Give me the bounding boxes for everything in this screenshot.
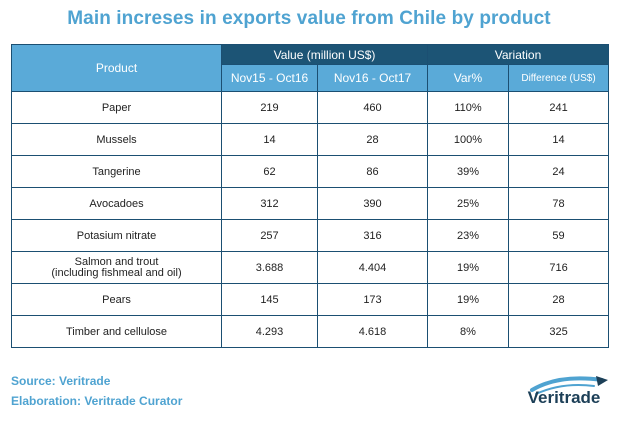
chart-title: Main increses in exports value from Chil… [67, 8, 551, 29]
difference-cell: 24 [507, 155, 610, 188]
exports-table: Product Value (million US$) Variation No… [11, 44, 610, 348]
table-body: Paper 219 460 110% 241 Mussels 14 28 100% 14 Tange… [11, 91, 610, 348]
var-pct-cell: 19% [427, 283, 509, 316]
var-pct-cell: 100% [427, 123, 509, 156]
value-2016-cell: 3.688 [221, 251, 318, 284]
header-variation-group: Variation [426, 44, 610, 65]
value-2016-cell: 145 [221, 283, 318, 316]
header-nov16-oct17: Nov16 - Oct17 [317, 64, 428, 92]
product-name-detail: (including fishmeal and oil) [51, 266, 182, 279]
header-var-pct: Var% [427, 64, 509, 92]
var-pct-cell: 25% [427, 187, 509, 220]
value-2016-cell: 62 [221, 155, 318, 188]
table-row: Avocadoes 312 390 25% 78 [11, 187, 610, 220]
header-value-group: Value (million US$) [221, 44, 428, 65]
product-cell: Avocadoes [11, 187, 222, 220]
header-product: Product [11, 44, 222, 92]
difference-cell: 59 [507, 219, 610, 252]
product-cell: Pears [11, 283, 222, 316]
table-row: Salmon and trout (including fishmeal and … [11, 251, 610, 284]
header-nov15-oct16: Nov15 - Oct16 [221, 64, 318, 92]
var-pct-cell: 19% [427, 251, 509, 284]
veritrade-swoosh-icon [530, 376, 608, 395]
value-2017-cell: 316 [317, 219, 428, 252]
product-cell: Salmon and trout (including fishmeal and … [11, 251, 222, 284]
difference-cell: 28 [507, 283, 610, 316]
difference-cell: 325 [507, 315, 610, 348]
product-cell: Tangerine [11, 155, 222, 188]
value-2016-cell: 257 [221, 219, 318, 252]
value-2017-cell: 4.404 [317, 251, 428, 284]
var-pct-cell: 110% [427, 91, 509, 124]
value-2017-cell: 390 [317, 187, 428, 220]
value-2017-cell: 86 [317, 155, 428, 188]
value-2017-cell: 28 [317, 123, 428, 156]
var-pct-cell: 23% [427, 219, 509, 252]
var-pct-cell: 39% [427, 155, 509, 188]
value-2016-cell: 4.293 [221, 315, 318, 348]
table-row: Timber and cellulose 4.293 4.618 8% 325 [11, 315, 610, 348]
product-cell: Timber and cellulose [11, 315, 222, 348]
elaboration-label: Elaboration: Veritrade Curator [11, 394, 183, 408]
header-difference: Difference (US$) [507, 64, 610, 92]
product-cell: Mussels [11, 123, 222, 156]
value-2017-cell: 4.618 [317, 315, 428, 348]
table-row: Mussels 14 28 100% 14 [11, 123, 610, 156]
product-cell: Potasium nitrate [11, 219, 222, 252]
product-name: Salmon and trout [74, 255, 159, 268]
source-label: Source: Veritrade [11, 374, 111, 388]
product-cell: Paper [11, 91, 222, 124]
difference-cell: 716 [507, 251, 610, 284]
veritrade-logo-text: Veritrade [527, 388, 601, 407]
table-row: Tangerine 62 86 39% 24 [11, 155, 610, 188]
value-2016-cell: 312 [221, 187, 318, 220]
var-pct-cell: 8% [427, 315, 509, 348]
difference-cell: 78 [507, 187, 610, 220]
difference-cell: 14 [507, 123, 610, 156]
value-2016-cell: 14 [221, 123, 318, 156]
table-row: Pears 145 173 19% 28 [11, 283, 610, 316]
value-2017-cell: 173 [317, 283, 428, 316]
difference-cell: 241 [507, 91, 610, 124]
value-2016-cell: 219 [221, 91, 318, 124]
value-2017-cell: 460 [317, 91, 428, 124]
table-row: Paper 219 460 110% 241 [11, 91, 610, 124]
table-row: Potasium nitrate 257 316 23% 59 [11, 219, 610, 252]
